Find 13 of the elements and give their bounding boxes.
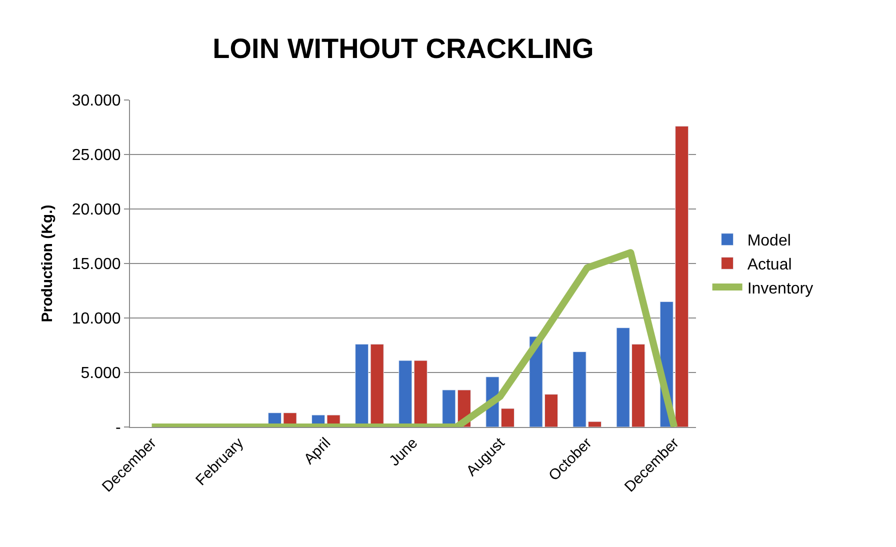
legend-label: Inventory xyxy=(747,280,814,298)
y-axis-title: Production (Kg.) xyxy=(39,204,56,322)
y-tick-label: 10.000 xyxy=(72,310,121,328)
y-tick-label: 15.000 xyxy=(72,256,121,274)
legend-label: Model xyxy=(747,232,791,250)
legend-label: Actual xyxy=(747,256,792,274)
y-tick-label: - xyxy=(115,420,121,437)
chart-title: LOIN WITHOUT CRACKLING xyxy=(212,32,594,64)
y-tick-label: 30.000 xyxy=(72,92,121,110)
x-tick-label: June xyxy=(386,434,422,470)
y-tick-label: 5.000 xyxy=(80,365,121,382)
y-tick-label: 25.000 xyxy=(72,147,121,164)
y-tick-label: 20.000 xyxy=(72,202,121,219)
